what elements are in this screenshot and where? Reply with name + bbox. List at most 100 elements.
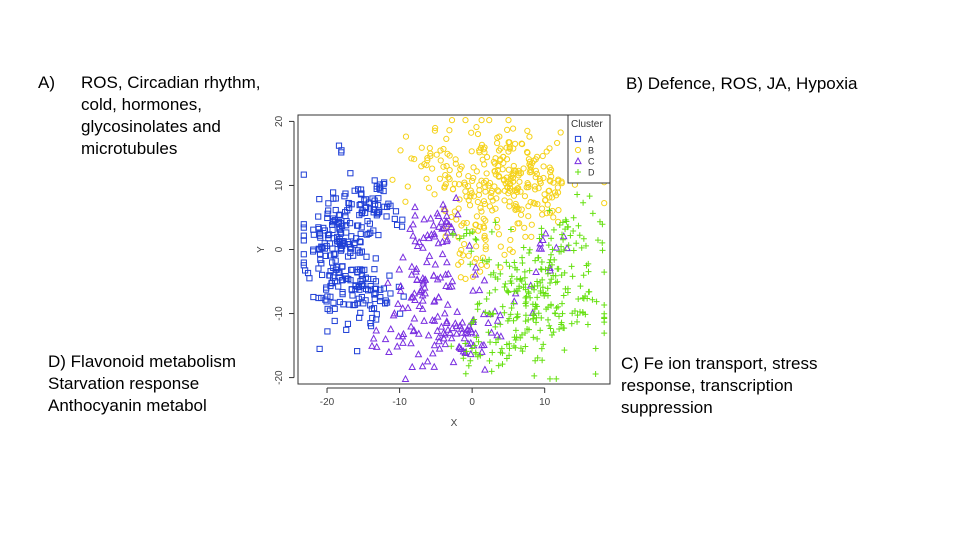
point-D [517, 345, 524, 352]
point-A [339, 289, 346, 296]
point-C [399, 329, 408, 337]
point-B [478, 117, 485, 124]
point-D [487, 271, 494, 278]
point-D [522, 300, 529, 307]
point-D [582, 242, 589, 249]
point-A [317, 250, 324, 257]
point-D [522, 281, 529, 288]
point-D [501, 284, 508, 291]
annotation-a-text: ROS, Circadian rhythm, cold, hormones, g… [81, 73, 261, 158]
point-B [507, 180, 514, 188]
point-D [524, 325, 531, 332]
point-A [302, 267, 309, 274]
point-D [520, 244, 527, 251]
point-C [419, 279, 428, 287]
point-C [452, 321, 461, 330]
point-D [565, 242, 572, 249]
point-B [478, 141, 486, 148]
y-tick-label: -20 [274, 370, 285, 385]
point-C [395, 265, 404, 273]
point-A [300, 251, 307, 258]
point-B [476, 149, 483, 156]
point-A [315, 265, 322, 272]
point-A [349, 292, 356, 299]
point-D [562, 216, 569, 223]
point-D [529, 315, 536, 322]
point-A [366, 205, 374, 212]
point-D [534, 278, 541, 285]
point-C [406, 224, 414, 232]
point-C [430, 232, 439, 240]
point-C [464, 329, 472, 337]
point-A [347, 170, 354, 177]
point-D [532, 357, 539, 364]
point-C [419, 277, 428, 285]
point-A [330, 264, 337, 272]
point-D [601, 302, 608, 309]
point-A [387, 202, 394, 209]
point-D [556, 325, 563, 332]
point-B [458, 246, 465, 254]
point-B [506, 139, 513, 146]
point-C [539, 235, 547, 243]
point-A [383, 213, 390, 220]
point-B [455, 261, 462, 268]
point-B [497, 145, 504, 152]
point-D [544, 270, 551, 277]
point-B [476, 187, 483, 194]
point-D [580, 199, 587, 206]
point-A [374, 210, 381, 217]
point-D [492, 323, 499, 330]
point-D [579, 309, 586, 316]
point-B [467, 193, 474, 200]
point-B [437, 157, 444, 164]
point-B [482, 236, 489, 243]
point-A [358, 293, 365, 301]
point-B [448, 117, 456, 124]
point-A [398, 223, 406, 230]
point-A [339, 276, 346, 284]
point-B [554, 184, 561, 191]
point-A [380, 180, 387, 188]
point-A [323, 284, 330, 291]
point-C [429, 221, 438, 229]
legend-marker-B [574, 146, 582, 154]
point-D [463, 348, 470, 355]
point-A [367, 286, 374, 293]
point-D [510, 300, 517, 307]
point-B [473, 168, 480, 175]
point-D [487, 311, 494, 318]
point-A [355, 222, 362, 229]
point-D [503, 355, 510, 362]
point-B [455, 205, 462, 212]
point-B [436, 175, 444, 182]
point-B [531, 200, 538, 207]
point-D [599, 247, 606, 254]
point-B [523, 148, 531, 156]
point-D [495, 336, 502, 343]
y-tick-label: 0 [274, 246, 285, 252]
point-D [585, 260, 592, 267]
point-D [471, 342, 478, 349]
point-A [361, 197, 368, 204]
point-A [310, 246, 317, 253]
point-C [541, 229, 550, 237]
point-A [333, 263, 340, 271]
point-A [310, 226, 317, 233]
point-C [389, 311, 398, 319]
point-B [550, 214, 557, 221]
point-B [473, 255, 480, 262]
point-A [367, 283, 374, 290]
point-D [537, 327, 544, 334]
point-A [383, 299, 391, 306]
point-B [443, 135, 450, 142]
point-C [411, 295, 419, 304]
point-C [493, 331, 502, 339]
point-D [601, 269, 608, 276]
point-C [368, 341, 376, 349]
point-B [418, 144, 425, 151]
series-C [368, 193, 571, 382]
point-C [412, 264, 421, 272]
point-B [437, 147, 444, 154]
point-D [547, 279, 554, 286]
